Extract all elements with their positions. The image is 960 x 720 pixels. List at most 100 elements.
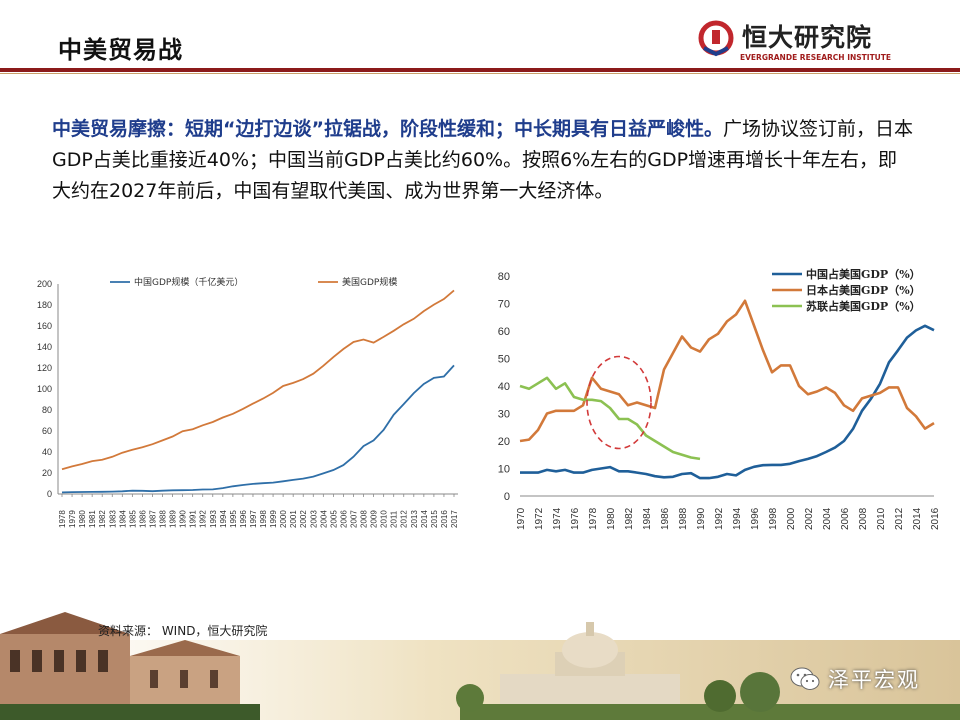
watermark: 泽平宏观 [790, 662, 920, 696]
wechat-icon [790, 667, 820, 690]
x-tick-label: 1976 [570, 507, 581, 530]
x-tick-label: 1993 [209, 510, 218, 528]
series-line-1 [61, 364, 455, 494]
y-tick-label: 60 [498, 326, 510, 338]
legend-label-3: 苏联占美国GDP（%） [806, 299, 921, 313]
y-tick-label: 80 [498, 271, 510, 283]
x-tick-label: 1974 [552, 507, 563, 530]
x-tick-label: 2014 [912, 507, 923, 530]
page-title: 中美贸易战 [58, 36, 183, 64]
x-tick-label: 1992 [199, 510, 208, 528]
x-tick-label: 1987 [148, 510, 157, 528]
x-tick-label: 2010 [380, 510, 389, 528]
x-tick-label: 1995 [229, 510, 238, 528]
x-tick-label: 2000 [786, 507, 797, 530]
series-line-2 [61, 289, 455, 471]
x-tick-label: 1988 [159, 510, 168, 528]
footer-buildings-image [0, 612, 960, 720]
y-tick-label: 80 [42, 405, 52, 415]
x-tick-label: 1985 [128, 510, 137, 528]
header-rule [0, 68, 960, 72]
y-tick-label: 160 [37, 321, 52, 331]
y-tick-label: 180 [37, 300, 52, 310]
x-tick-label: 2004 [319, 510, 328, 528]
x-tick-label: 2002 [299, 510, 308, 528]
x-tick-label: 1996 [239, 510, 248, 528]
x-tick-label: 1986 [660, 507, 671, 530]
x-tick-label: 2001 [289, 510, 298, 528]
x-tick-label: 1994 [732, 507, 743, 530]
y-tick-label: 100 [37, 384, 52, 394]
x-tick-label: 2011 [390, 510, 399, 528]
y-tick-label: 10 [498, 464, 510, 476]
x-tick-label: 1986 [138, 510, 147, 528]
evergrande-logo-icon [698, 20, 734, 57]
x-tick-label: 1990 [179, 510, 188, 528]
logo: 恒大研究院 EVERGRANDE RESEARCH INSTITUTE [692, 16, 892, 68]
x-tick-label: 2005 [329, 510, 338, 528]
x-tick-label: 2002 [804, 507, 815, 530]
legend-label-2: 美国GDP规模 [342, 276, 397, 288]
x-tick-label: 1982 [98, 510, 107, 528]
y-tick-label: 140 [37, 342, 52, 352]
x-tick-label: 1983 [108, 510, 117, 528]
y-tick-label: 20 [498, 436, 510, 448]
logo-subtitle: EVERGRANDE RESEARCH INSTITUTE [740, 53, 892, 62]
x-tick-label: 1978 [588, 507, 599, 530]
gdp-scale-chart: 0 20 40 60 80 100 120 140 160 180 200 1978 1979 1980 1… [18, 262, 470, 544]
header-rule-thin [0, 73, 960, 74]
x-tick-label: 2007 [349, 510, 358, 528]
logo-name: 恒大研究院 [742, 23, 873, 52]
x-tick-label: 2012 [894, 507, 905, 530]
x-tick-label: 2008 [858, 507, 869, 530]
y-tick-label: 50 [498, 354, 510, 366]
y-tick-label: 0 [47, 489, 52, 499]
x-tick-label: 2010 [876, 507, 887, 530]
x-tick-label: 2008 [360, 510, 369, 528]
y-tick-label: 120 [37, 363, 52, 373]
x-tick-label: 1998 [259, 510, 268, 528]
y-tick-label: 30 [498, 409, 510, 421]
x-tick-label: 1984 [642, 507, 653, 530]
x-tick-label: 2016 [440, 510, 449, 528]
y-tick-label: 200 [37, 279, 52, 289]
y-tick-label: 0 [504, 491, 510, 503]
watermark-text: 泽平宏观 [828, 668, 920, 692]
x-tick-label: 1990 [696, 507, 707, 530]
y-tick-label: 40 [498, 381, 510, 393]
y-tick-label: 40 [42, 447, 52, 457]
x-tick-label: 2017 [450, 510, 459, 528]
x-tick-label: 1994 [219, 510, 228, 528]
x-tick-label: 1988 [678, 507, 689, 530]
x-tick-label: 2000 [279, 510, 288, 528]
x-tick-label: 2006 [840, 507, 851, 530]
x-tick-label: 1970 [516, 507, 527, 530]
x-tick-label: 1997 [249, 510, 258, 528]
gdp-ratio-chart-svg: 0 10 20 30 40 50 60 70 80 1970 1972 1974 1976 1978 198… [498, 267, 941, 530]
y-tick-label: 20 [42, 468, 52, 478]
highlight-ellipse [586, 355, 652, 450]
x-tick-label: 2013 [410, 510, 419, 528]
y-tick-label: 60 [42, 426, 52, 436]
x-tick-label: 2015 [430, 510, 439, 528]
x-tick-label: 1984 [118, 510, 127, 528]
source-note: 资料来源： WIND，恒大研究院 [98, 624, 268, 638]
x-tick-label: 1979 [68, 510, 77, 528]
x-tick-label: 2004 [822, 507, 833, 530]
x-tick-label: 1992 [714, 507, 725, 530]
series-line-1 [520, 324, 935, 480]
x-tick-label: 1991 [189, 510, 198, 528]
legend-label-2: 日本占美国GDP（%） [806, 283, 921, 297]
series-line-2 [519, 299, 935, 443]
y-tick-label: 70 [498, 299, 510, 311]
x-tick-label: 1989 [169, 510, 178, 528]
legend-label-1: 中国占美国GDP（%） [806, 267, 921, 281]
x-tick-label: 1999 [269, 510, 278, 528]
x-tick-label: 1978 [58, 510, 67, 528]
x-tick-label: 1982 [624, 507, 635, 530]
x-tick-label: 2014 [420, 510, 429, 528]
summary-headline: 中美贸易摩擦：短期“边打边谈”拉锯战，阶段性缓和；中长期具有日益严峻性。 [52, 118, 723, 140]
series-line-3 [519, 376, 701, 461]
x-tick-label: 2012 [400, 510, 409, 528]
